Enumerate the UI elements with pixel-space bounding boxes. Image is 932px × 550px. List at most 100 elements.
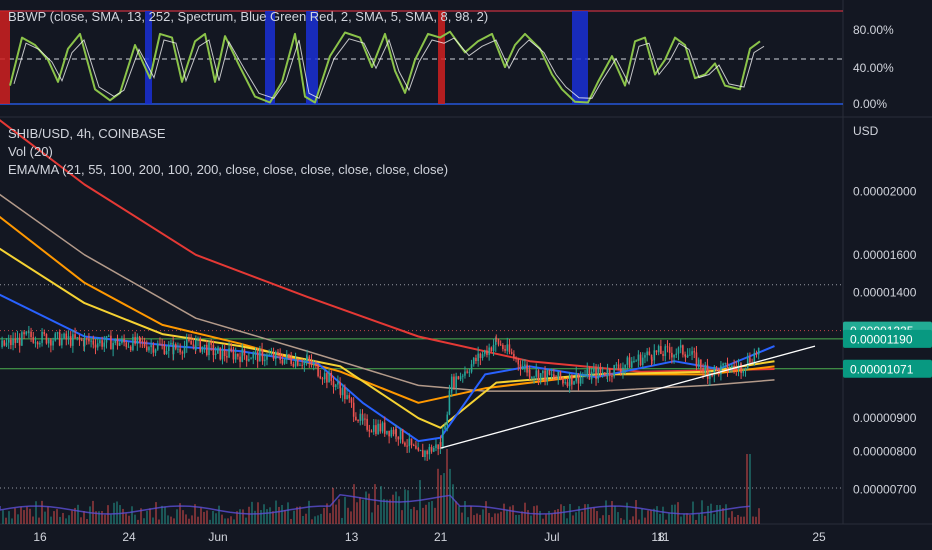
volume-bar [719,505,721,524]
volume-bar [509,506,511,524]
candle-body [428,447,431,455]
candle-body [526,364,528,373]
volume-bar [59,516,61,524]
volume-bar [302,515,304,524]
candle-body [624,364,626,368]
candle-body [446,414,449,426]
volume-bar [401,510,403,524]
volume-bar [686,513,688,524]
volume-bar [80,517,82,524]
candle-body [10,339,12,346]
candle-body [310,360,313,366]
candle-body [386,430,388,434]
candle-body [706,364,709,370]
volume-bar [278,506,280,524]
volume-bar [281,504,283,524]
bbwp-extreme-bar [265,11,275,104]
volume-bar [308,500,310,524]
candle-body [85,338,88,340]
candle-body [746,357,749,368]
candle-body [52,340,54,346]
volume-bar [314,516,316,524]
candle-body [584,375,586,377]
volume-bar [161,505,163,524]
volume-bar [356,502,358,524]
volume-bar [62,512,64,524]
volume-bar [323,508,325,524]
candle-body [457,376,460,380]
candle-body [319,376,322,379]
bbwp-tick-label: 40.00% [853,61,894,75]
volume-bar [377,504,379,524]
candle-body [352,402,355,417]
volume-bar [566,518,568,524]
candle-body [755,352,758,355]
candle-body [524,364,526,367]
candle-body [317,364,319,377]
candle-body [564,382,567,384]
volume-bar [674,504,676,524]
time-tick-label: 11 [657,530,670,544]
volume-bar [437,468,439,524]
candle-body [655,350,658,353]
ema100-line [0,215,775,404]
candle-body [112,342,114,350]
candle-body [521,366,524,369]
candle-body [181,352,184,354]
volume-bar [266,509,268,524]
candle-body [121,339,123,343]
volume-bar [605,500,607,524]
candle-body [74,334,76,338]
candle-body [381,422,384,432]
volume-bar [227,518,229,524]
volume-bar [671,504,673,524]
bbwp-extreme-bar [306,11,318,104]
volume-bar [404,489,406,524]
volume-bar [317,515,319,524]
volume-bar [197,516,199,524]
candle-body [483,350,486,355]
candle-body [58,332,61,346]
candle-body [254,351,257,354]
volume-bar [575,512,577,524]
candle-body [172,344,175,355]
candle-body [214,353,217,356]
volume-bar [338,499,340,524]
candle-body [593,369,595,372]
volume-bar [134,514,136,524]
candle-body [361,418,364,421]
volume-bar [89,506,91,524]
volume-bar [215,513,217,524]
candle-body [96,343,99,348]
candle-body [99,340,101,344]
candle-body [704,364,707,372]
volume-bar [413,506,415,524]
candle-body [588,369,591,380]
candle-body [740,363,742,374]
candle-body [217,347,219,349]
candle-body [573,381,575,385]
candle-body [136,336,139,344]
candle-body [531,377,533,379]
candle-body [208,342,210,356]
indicator-label: BBWP (close, SMA, 13, 252, Spectrum, Blu… [8,9,489,24]
candle-body [161,344,163,346]
candle-body [675,353,678,355]
bbwp-tick-label: 0.00% [853,97,887,111]
volume-bar [143,518,145,524]
volume-bar [191,515,193,524]
candle-body [666,346,669,348]
candle-body [546,370,549,381]
volume-bar [365,491,367,524]
candle-body [488,347,490,355]
volume-bar [236,511,238,524]
volume-bar [320,513,322,524]
time-tick-label: 13 [345,530,359,544]
candle-body [201,346,204,352]
volume-bar [326,503,328,524]
volume-bar [578,506,580,524]
time-tick-label: 25 [812,530,826,544]
candle-body [408,438,411,447]
candle-body [221,350,224,360]
